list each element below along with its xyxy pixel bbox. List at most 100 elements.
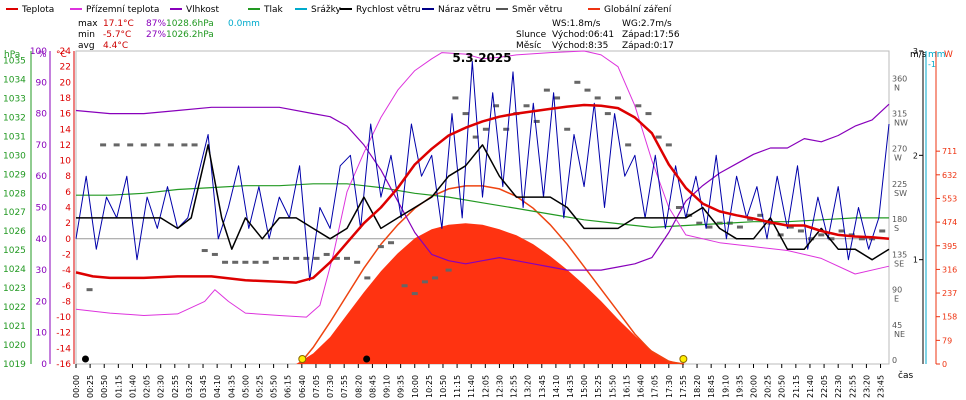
x-tick-label: 09:10 — [383, 375, 392, 398]
x-tick-label: 00:50 — [100, 375, 109, 398]
x-tick-label: 01:15 — [114, 375, 123, 398]
x-tick-label: 07:55 — [340, 375, 349, 398]
wind-direction-point — [167, 143, 174, 147]
wind-direction-point — [462, 112, 469, 116]
x-tick-label: 12:05 — [481, 375, 490, 398]
degc-tick-label: 2 — [65, 219, 71, 229]
w-tick-label: 474 — [942, 218, 957, 227]
x-tick-label: 10:00 — [411, 375, 420, 398]
wind-direction-point — [747, 217, 754, 221]
degc-tick-label: 10 — [60, 157, 72, 167]
wind-direction-point — [283, 256, 290, 260]
legend-label-7: Směr větru — [512, 5, 562, 15]
moonrise-time: Východ:8:35 — [552, 41, 608, 51]
x-tick-label: 03:20 — [185, 375, 194, 398]
legend-label-5: Rychlost větru — [356, 5, 421, 15]
sun-moon-markers — [81, 355, 688, 363]
dir-tick-compass: SE — [894, 259, 904, 268]
degc-tick-label: 20 — [60, 78, 72, 88]
stats-block: max 17.1°C 87% 1028.6hPa 0.0mm min -5.7°… — [78, 19, 260, 51]
wind-direction-point — [706, 225, 713, 229]
x-tick-label: 19:10 — [721, 375, 730, 398]
pct-tick-label: 40 — [36, 235, 48, 245]
dir-tick-label: 0 — [892, 356, 897, 365]
x-tick-label: 18:45 — [707, 375, 716, 398]
w-tick-label: 158 — [942, 313, 957, 322]
wind-direction-point — [313, 256, 320, 260]
x-tick-label: 07:30 — [326, 375, 335, 398]
wind-direction-series — [86, 80, 886, 296]
x-tick-label: 20:25 — [764, 375, 773, 398]
axis-header-ms: m/s — [910, 50, 927, 60]
wind-direction-point — [503, 127, 510, 131]
pct-tick-label: 100 — [30, 47, 47, 57]
degc-tick-label: -12 — [56, 329, 71, 339]
degc-tick-label: -2 — [62, 250, 71, 260]
wind-direction-point — [100, 143, 107, 147]
x-tick-label: 17:55 — [679, 375, 688, 398]
x-tick-label: 02:05 — [143, 375, 152, 398]
stat-min-temp: -5.7°C — [103, 30, 131, 40]
degc-tick-label: -6 — [62, 282, 71, 292]
dir-tick-compass: N — [894, 83, 900, 92]
dir-tick-compass: SW — [894, 189, 907, 198]
x-axis: 00:00 00:25 00:50 01:15 01:40 02:05 02:30 02:55… — [72, 364, 886, 398]
x-tick-label: 04:10 — [213, 375, 222, 398]
x-tick-label: 15:25 — [594, 375, 603, 398]
x-tick-label: 15:50 — [608, 375, 617, 398]
ms-tick-label: 3 — [913, 47, 918, 56]
degc-tick-label: 0 — [65, 235, 71, 245]
axis-headers: hPa % °C m/s mm W čas — [4, 50, 953, 381]
dir-tick-label: 360 — [892, 74, 907, 83]
x-tick-label: 12:30 — [495, 375, 504, 398]
hpa-tick-label: 1020 — [3, 341, 26, 351]
wind-direction-point — [377, 245, 384, 249]
wind-direction-point — [211, 252, 218, 256]
w-tick-label: 0 — [942, 360, 947, 369]
stat-max-press: 1028.6hPa — [166, 19, 214, 29]
wind-direction-point — [838, 229, 845, 233]
wind-direction-point — [736, 225, 743, 229]
axis-header-pct: % — [38, 50, 47, 60]
sunrise-marker — [298, 355, 307, 363]
series-p-zemn-teplota — [75, 50, 890, 318]
x-tick-label: 00:00 — [72, 375, 81, 398]
pct-tick-label: 70 — [36, 141, 48, 151]
x-tick-label: 00:25 — [86, 375, 95, 398]
x-tick-label: 18:20 — [693, 375, 702, 398]
wind-gust-max: WG:2.7m/s — [622, 19, 672, 29]
dir-tick-compass: NE — [894, 330, 905, 339]
wind-direction-point — [777, 233, 784, 237]
wind-direction-point — [191, 143, 198, 147]
dir-tick-compass: S — [894, 224, 899, 233]
w-tick-label: 237 — [942, 289, 957, 298]
degc-tick-label: -16 — [56, 360, 71, 370]
axis-header-mm: mm — [928, 50, 946, 60]
stat-min-label: min — [78, 30, 95, 40]
legend-label-2: Vlhkost — [186, 5, 219, 15]
degc-tick-label: -14 — [56, 344, 71, 354]
dir-tick-compass: W — [894, 154, 902, 163]
dir-tick-label: 180 — [892, 215, 907, 224]
wind-direction-point — [574, 80, 581, 84]
wind-direction-point — [675, 206, 682, 209]
chart-date-title: 5.3.2025 — [452, 51, 511, 65]
wind-direction-point — [645, 112, 652, 116]
hpa-tick-label: 1034 — [3, 75, 26, 85]
x-tick-label: 17:30 — [665, 375, 674, 398]
axis-header-cas: čas — [898, 370, 913, 381]
pct-tick-label: 30 — [36, 266, 48, 276]
degc-tick-label: -8 — [62, 297, 71, 307]
x-tick-label: 22:30 — [834, 375, 843, 398]
x-tick-label: 20:00 — [750, 375, 759, 398]
w-tick-label: 553 — [942, 194, 957, 203]
x-tick-label: 16:15 — [622, 375, 631, 398]
wind-direction-point — [858, 237, 865, 241]
x-tick-label: 14:35 — [566, 375, 575, 398]
ms-tick-label: 1 — [913, 256, 918, 265]
wind-direction-point — [333, 256, 340, 260]
x-tick-label: 16:40 — [637, 375, 646, 398]
x-tick-label: 02:30 — [157, 375, 166, 398]
wind-direction-point — [411, 292, 418, 296]
